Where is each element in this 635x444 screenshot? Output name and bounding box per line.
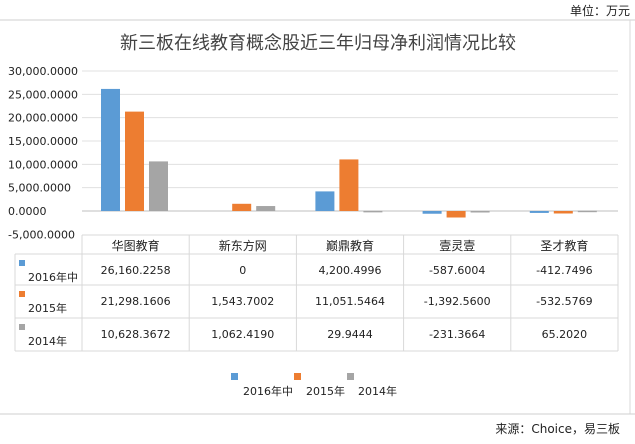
bar-2-2: [363, 210, 383, 213]
legend-label: 2016年中: [243, 384, 293, 398]
unit-label: 单位：万元: [570, 3, 630, 18]
source-label: 来源：Choice，易三板: [495, 422, 620, 436]
category-label: 新东方网: [219, 238, 267, 253]
table-legend-key: [19, 291, 25, 297]
series-label: 2015年: [28, 301, 67, 315]
bar-1-2: [339, 159, 359, 211]
data-label: 1,062.4190: [211, 328, 274, 341]
chart-title: 新三板在线教育概念股近三年归母净利润情况比较: [120, 32, 516, 54]
data-label: -587.6004: [429, 264, 485, 277]
y-tick-label: 20,000.0000: [8, 112, 78, 125]
series-label: 2014年: [28, 334, 67, 348]
y-tick-label: 10,000.0000: [8, 158, 78, 171]
data-label: 11,051.5464: [315, 295, 385, 308]
data-label: 1,543.7002: [211, 295, 274, 308]
legend-label: 2014年: [358, 384, 397, 398]
data-label: 4,200.4996: [319, 264, 382, 277]
series-label: 2016年中: [28, 270, 78, 284]
data-label: 21,298.1606: [101, 295, 171, 308]
bar-1-4: [553, 211, 573, 214]
y-tick-label: 15,000.0000: [8, 135, 78, 148]
data-label: 26,160.2258: [101, 264, 171, 277]
legend-key: [294, 373, 301, 380]
data-label: 0: [239, 264, 246, 277]
bar-1-1: [232, 203, 252, 211]
legend-key: [231, 373, 238, 380]
category-label: 华图教育: [112, 238, 160, 253]
bar-0-2: [315, 191, 335, 211]
data-label: -412.7496: [536, 264, 592, 277]
bar-0-3: [422, 211, 442, 214]
bar-0-0: [101, 88, 120, 211]
y-tick-label: -5,000.0000: [8, 228, 75, 241]
y-tick-label: 0.0000: [8, 205, 47, 218]
category-label: 壹灵壹: [439, 239, 475, 253]
bar-1-3: [446, 211, 466, 218]
table-legend-key: [19, 260, 25, 266]
legend-label: 2015年: [306, 384, 345, 398]
bar-2-0: [149, 161, 168, 211]
bar-2-4: [577, 210, 597, 213]
table-legend-key: [19, 324, 25, 330]
data-label: -532.5769: [536, 295, 592, 308]
bar-2-1: [256, 206, 276, 211]
legend-key: [347, 373, 354, 380]
data-label: 10,628.3672: [101, 328, 171, 341]
category-label: 圣才教育: [540, 238, 588, 253]
bar-1-0: [125, 111, 144, 211]
y-tick-label: 30,000.0000: [8, 65, 78, 78]
category-label: 巅鼎教育: [326, 238, 374, 253]
data-label: -1,392.5600: [424, 295, 491, 308]
data-label: 65.2020: [542, 328, 588, 341]
data-label: 29.9444: [327, 328, 373, 341]
bar-0-4: [529, 211, 549, 213]
y-tick-label: 25,000.0000: [8, 88, 78, 101]
data-label: -231.3664: [429, 328, 485, 341]
y-tick-label: 5,000.0000: [8, 182, 71, 195]
bar-2-3: [470, 211, 490, 213]
